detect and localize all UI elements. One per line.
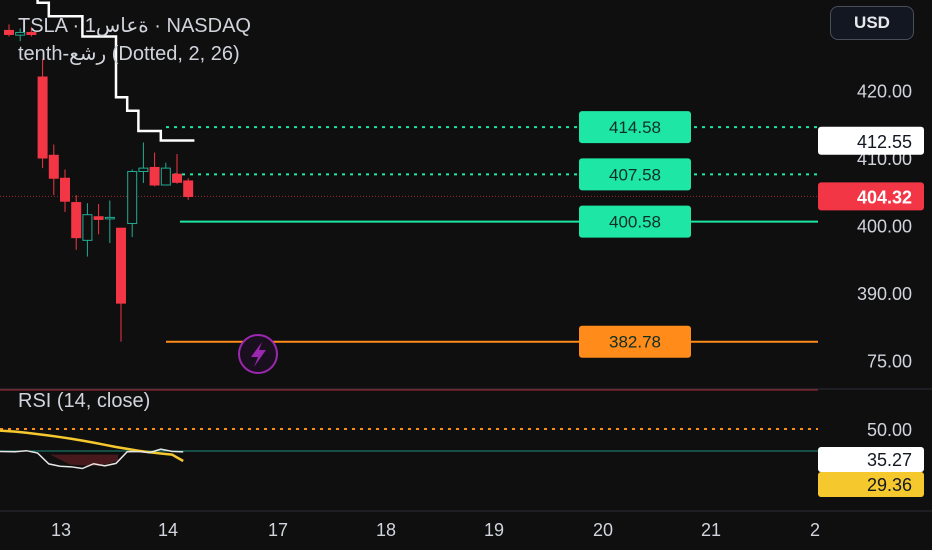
rsi-value-label: 35.27: [867, 450, 912, 470]
lightning-icon: [251, 342, 266, 367]
candle: [4, 29, 14, 35]
trail-value-label: 412.55: [857, 132, 912, 152]
level-label-2: 400.58: [609, 213, 661, 232]
price-tick-label: 390.00: [857, 284, 912, 304]
candle: [116, 227, 126, 304]
time-tick-label: 14: [158, 520, 178, 540]
currency-button[interactable]: USD: [830, 6, 914, 40]
candle: [82, 214, 93, 241]
price-tick-label: 420.00: [857, 82, 912, 102]
candle: [149, 166, 160, 186]
rsi-ma-line: [0, 429, 184, 463]
candle: [104, 216, 115, 220]
level-label-box-1: [579, 158, 691, 191]
candle: [60, 177, 70, 202]
current-price-box: [818, 182, 924, 211]
rsi-ma-value-label: 29.36: [867, 475, 912, 495]
price-tick-label: 400.00: [857, 217, 912, 237]
time-tick-label: 13: [51, 520, 71, 540]
time-tick-label: 18: [376, 520, 396, 540]
current-price-label: 404.32: [857, 187, 912, 207]
level-label-0: 414.58: [609, 118, 661, 137]
candle: [172, 173, 182, 183]
price-tick-label: 75.00: [867, 352, 912, 372]
level-label-3: 382.78: [609, 333, 661, 352]
candle: [15, 31, 26, 36]
rsi-tick-label: 50.00: [867, 420, 912, 440]
time-tick-label: 21: [701, 520, 721, 540]
time-tick-label: 2: [810, 520, 820, 540]
candle: [93, 216, 104, 220]
candle: [183, 180, 194, 197]
time-tick-label: 17: [268, 520, 288, 540]
candle: [127, 171, 138, 224]
level-label-box-0: [579, 111, 691, 144]
trail-line: [36, 0, 195, 142]
candle: [26, 31, 37, 35]
level-label-box-3: [579, 325, 691, 358]
rsi-line: [0, 448, 184, 470]
level-label-1: 407.58: [609, 165, 661, 184]
candle: [48, 154, 59, 179]
trail-value-box: [818, 126, 924, 155]
candle: [138, 167, 149, 172]
indicator-legend[interactable]: tenth-رشع (Dotted, 2, 26): [18, 43, 240, 65]
candle: [71, 202, 82, 239]
rsi-value-box: [818, 447, 924, 472]
candle: [37, 76, 48, 159]
time-tick-label: 19: [484, 520, 504, 540]
level-label-box-2: [579, 205, 691, 238]
time-tick-label: 20: [593, 520, 613, 540]
rsi-ma-value-box: [818, 472, 924, 497]
rsi-legend[interactable]: RSI (14, close): [18, 390, 151, 412]
candle: [160, 167, 171, 186]
rsi-oversold-fill: [50, 454, 118, 467]
symbol-title[interactable]: TSLA · 1ةعاس · NASDAQ: [18, 15, 251, 37]
